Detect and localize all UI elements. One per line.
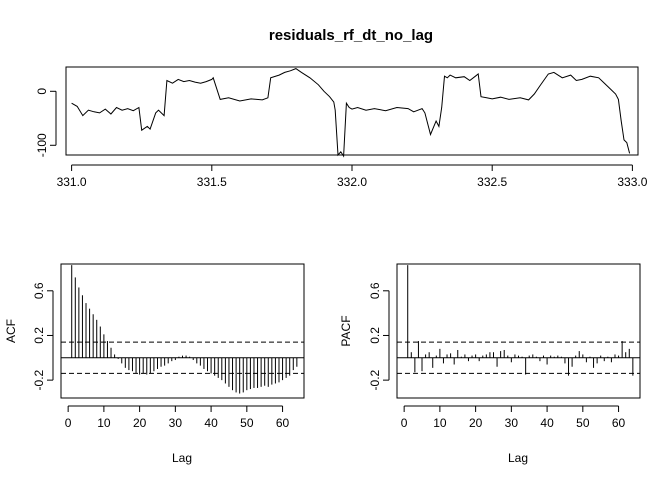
x-tick-label: 331.0 bbox=[57, 175, 87, 189]
y-tick-label: 0.6 bbox=[368, 282, 382, 299]
plot-frame bbox=[396, 263, 641, 399]
x-tick-label: 30 bbox=[169, 416, 183, 430]
axes: 0 10 20 30 40 50 60 -0.2 0.2 0.6 bbox=[368, 282, 626, 430]
axes: 331.0 331.5 332.0 332.5 333.0 -100 0 bbox=[35, 88, 648, 189]
x-axis-label: Lag bbox=[172, 451, 192, 465]
y-tick-label: 0.6 bbox=[32, 282, 46, 299]
x-tick-label: 30 bbox=[505, 416, 519, 430]
x-tick-label: 60 bbox=[276, 416, 290, 430]
y-tick-label: -0.2 bbox=[368, 369, 382, 390]
x-tick-label: 331.5 bbox=[197, 175, 227, 189]
x-tick-label: 20 bbox=[133, 416, 147, 430]
pacf-bars bbox=[407, 265, 634, 376]
x-tick-label: 40 bbox=[540, 416, 554, 430]
x-tick-label: 0 bbox=[65, 416, 72, 430]
x-tick-label: 40 bbox=[204, 416, 218, 430]
residuals-time-series-panel: residuals_rf_dt_no_lag 331.0 331.5 332.0 33… bbox=[35, 27, 648, 189]
y-tick-label: 0.2 bbox=[368, 327, 382, 344]
y-tick-label: -0.2 bbox=[32, 369, 46, 390]
plot-frame bbox=[60, 263, 305, 399]
y-tick-label: 0.2 bbox=[32, 327, 46, 344]
plot-frame bbox=[65, 66, 639, 156]
axes: 0 10 20 30 40 50 60 -0.2 0.2 0.6 bbox=[32, 282, 290, 430]
x-tick-label: 60 bbox=[612, 416, 626, 430]
y-tick-label: 0 bbox=[35, 88, 49, 95]
x-tick-label: 20 bbox=[469, 416, 483, 430]
chart-title: residuals_rf_dt_no_lag bbox=[269, 27, 433, 44]
x-tick-label: 333.0 bbox=[617, 175, 647, 189]
residuals-line bbox=[71, 68, 631, 158]
acf-bars bbox=[71, 265, 298, 394]
x-axis-label: Lag bbox=[508, 451, 528, 465]
x-tick-label: 0 bbox=[401, 416, 408, 430]
y-tick-label: -100 bbox=[35, 133, 49, 157]
x-tick-label: 50 bbox=[576, 416, 590, 430]
x-tick-label: 332.5 bbox=[477, 175, 507, 189]
acf-panel: 0 10 20 30 40 50 60 -0.2 0.2 0.6 Lag ACF bbox=[4, 263, 305, 465]
x-tick-label: 10 bbox=[97, 416, 111, 430]
pacf-panel: 0 10 20 30 40 50 60 -0.2 0.2 0.6 Lag PACF bbox=[339, 263, 641, 465]
x-tick-label: 10 bbox=[433, 416, 447, 430]
y-axis-label: PACF bbox=[339, 315, 353, 346]
x-tick-label: 332.0 bbox=[337, 175, 367, 189]
y-axis-label: ACF bbox=[4, 319, 18, 343]
x-tick-label: 50 bbox=[240, 416, 254, 430]
